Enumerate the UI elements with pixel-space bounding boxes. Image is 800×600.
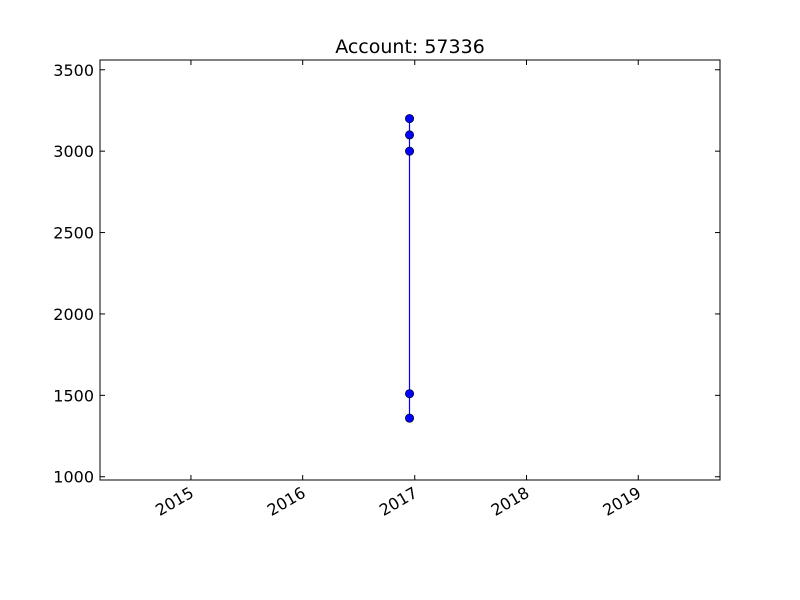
y-tick-label: 3000: [53, 142, 94, 161]
y-tick-label: 1000: [53, 468, 94, 487]
y-tick-label: 3500: [53, 61, 94, 80]
y-tick-label: 1500: [53, 386, 94, 405]
plot-layer: [405, 114, 415, 423]
y-tick-label: 2500: [53, 224, 94, 243]
y-tick-label: 2000: [53, 305, 94, 324]
data-point: [405, 130, 415, 140]
data-point: [405, 413, 415, 423]
data-point: [405, 114, 415, 124]
data-point: [405, 389, 415, 399]
chart-title: Account: 57336: [335, 36, 485, 58]
plot-frame: [99, 59, 721, 481]
data-point: [405, 146, 415, 156]
